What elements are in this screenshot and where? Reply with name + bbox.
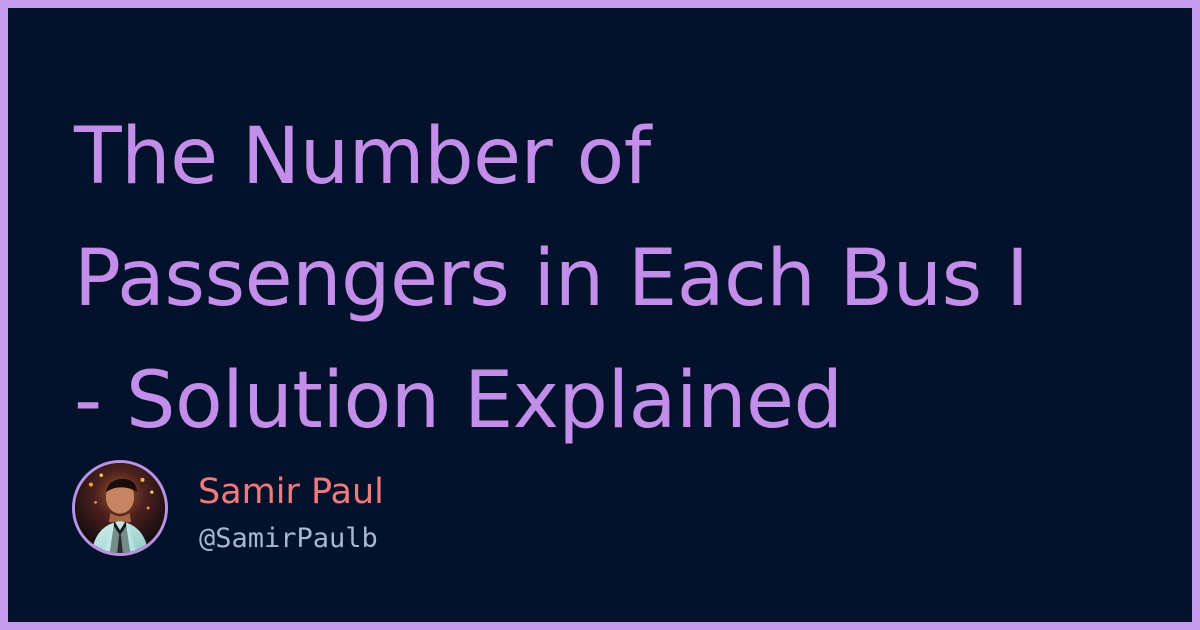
title-line-3: - Solution Explained: [74, 356, 843, 446]
person-photo-icon: [75, 463, 165, 553]
avatar: [72, 460, 168, 556]
title-line-1: The Number of: [74, 112, 651, 202]
title-line-2: Passengers in Each Bus I: [74, 234, 1029, 324]
author-name: Samir Paul: [198, 472, 384, 512]
page-title: The Number of Passengers in Each Bus I -…: [74, 96, 1164, 462]
author-block: Samir Paul @SamirPaulb: [72, 460, 592, 556]
share-card: The Number of Passengers in Each Bus I -…: [8, 8, 1192, 622]
author-handle: @SamirPaulb: [199, 523, 378, 554]
